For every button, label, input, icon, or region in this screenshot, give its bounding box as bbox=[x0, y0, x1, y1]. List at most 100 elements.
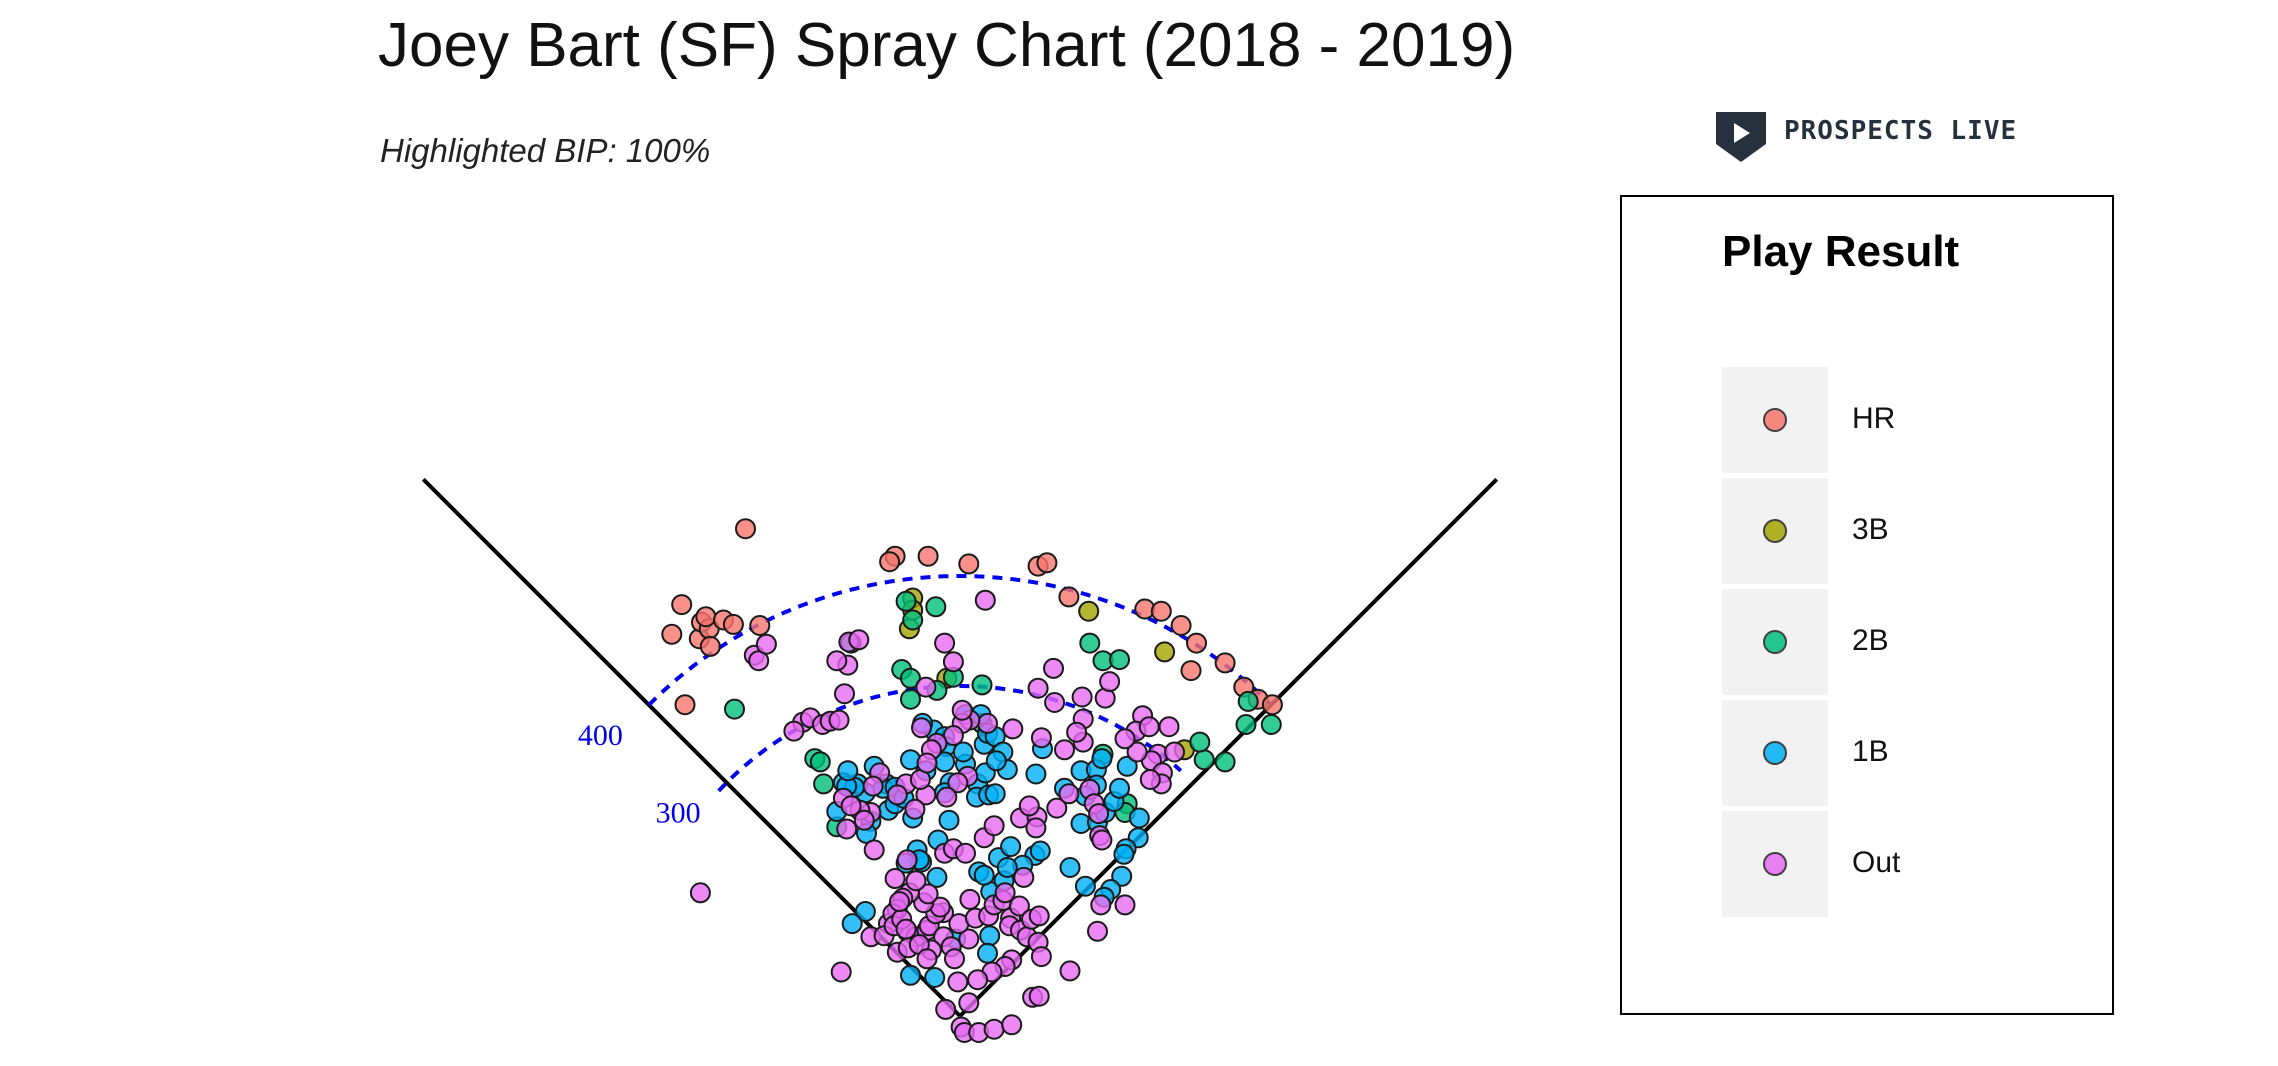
point-2b bbox=[1260, 714, 1282, 735]
point-out bbox=[977, 712, 998, 734]
point-out bbox=[916, 752, 938, 774]
point-1b bbox=[1029, 840, 1051, 862]
point-out bbox=[889, 891, 910, 913]
point-1b bbox=[979, 925, 1001, 947]
point-out bbox=[955, 842, 976, 864]
legend-swatch-out bbox=[1763, 852, 1787, 876]
point-out bbox=[689, 882, 711, 904]
legend-key-out bbox=[1722, 811, 1828, 917]
point-2b bbox=[813, 773, 835, 795]
point-out bbox=[830, 961, 852, 983]
point-1b bbox=[985, 750, 1007, 772]
point-1b bbox=[1074, 875, 1096, 897]
point-out bbox=[983, 1018, 1005, 1040]
point-1b bbox=[837, 760, 859, 782]
point-out bbox=[1043, 657, 1064, 679]
point-hr bbox=[917, 545, 939, 567]
point-1b bbox=[1091, 748, 1113, 770]
point-2b bbox=[1079, 632, 1101, 654]
point-out bbox=[1090, 894, 1112, 916]
point-out bbox=[1030, 946, 1052, 968]
point-out bbox=[1046, 797, 1068, 819]
point-1b bbox=[900, 964, 921, 986]
point-out bbox=[904, 798, 926, 820]
distance-label-400: 400 bbox=[578, 719, 623, 752]
point-2b bbox=[1214, 751, 1236, 773]
point-out bbox=[1091, 829, 1113, 851]
point-3b bbox=[1154, 641, 1176, 663]
legend-label-out: Out bbox=[1852, 846, 1901, 879]
point-out bbox=[1008, 895, 1030, 917]
legend-key-2b bbox=[1722, 589, 1828, 695]
point-out bbox=[1044, 692, 1066, 713]
point-out bbox=[1027, 677, 1049, 699]
legend: Play Result HR 3B 2B 1B Out bbox=[1620, 195, 2114, 1015]
legend-label-2b: 2B bbox=[1852, 624, 1889, 657]
point-out bbox=[1013, 866, 1035, 888]
point-out bbox=[853, 809, 875, 831]
point-1b bbox=[1111, 865, 1133, 887]
spray-chart: 300 400 bbox=[421, 477, 1499, 1043]
distance-label-300: 300 bbox=[656, 797, 701, 830]
point-out bbox=[905, 870, 927, 892]
point-2b bbox=[1109, 649, 1130, 671]
point-out bbox=[967, 969, 989, 991]
point-out bbox=[896, 849, 918, 871]
point-hr bbox=[1261, 694, 1283, 716]
point-out bbox=[1099, 671, 1121, 693]
point-out bbox=[1030, 727, 1052, 749]
point-out bbox=[1139, 769, 1161, 790]
legend-swatch-3b bbox=[1763, 519, 1787, 543]
point-out bbox=[1028, 985, 1050, 1007]
point-1b bbox=[952, 741, 974, 763]
point-out bbox=[1054, 739, 1075, 761]
point-out bbox=[947, 971, 969, 993]
right-foul-line bbox=[958, 477, 1499, 1018]
point-hr bbox=[1186, 632, 1207, 654]
point-2b bbox=[809, 751, 831, 773]
point-hr bbox=[749, 615, 771, 636]
point-out bbox=[1002, 718, 1024, 740]
point-out bbox=[1071, 686, 1093, 708]
point-2b bbox=[900, 688, 921, 710]
point-hr bbox=[1058, 586, 1080, 608]
point-2b bbox=[925, 596, 947, 618]
point-1b bbox=[938, 809, 960, 831]
point-hr bbox=[674, 694, 696, 716]
legend-swatch-2b bbox=[1763, 630, 1787, 654]
point-hr bbox=[1170, 615, 1192, 636]
point-2b bbox=[902, 609, 924, 631]
point-1b bbox=[1000, 836, 1022, 858]
point-hr bbox=[722, 613, 744, 635]
point-hr bbox=[879, 551, 901, 573]
point-out bbox=[1066, 721, 1088, 743]
point-out bbox=[1126, 741, 1148, 763]
point-out bbox=[947, 772, 969, 794]
point-out bbox=[911, 717, 932, 739]
prospects-live-logo: PROSPECTS LIVE bbox=[1712, 110, 2016, 170]
point-1b bbox=[1128, 807, 1150, 829]
point-2b bbox=[1235, 714, 1257, 735]
point-out bbox=[863, 839, 885, 861]
point-1b bbox=[996, 857, 1018, 878]
point-3b bbox=[1078, 600, 1100, 622]
point-1b bbox=[1025, 763, 1047, 785]
distance-arc-400 bbox=[647, 573, 1273, 707]
point-out bbox=[934, 632, 956, 654]
point-hr bbox=[1214, 652, 1236, 674]
point-out bbox=[935, 998, 957, 1020]
point-hr bbox=[1180, 660, 1202, 682]
point-1b bbox=[854, 901, 876, 922]
point-out bbox=[994, 882, 1016, 904]
point-out bbox=[783, 720, 805, 742]
point-1b bbox=[1109, 777, 1130, 799]
legend-label-1b: 1B bbox=[1852, 735, 1889, 768]
point-out bbox=[1001, 1014, 1023, 1036]
point-out bbox=[755, 633, 777, 655]
point-out bbox=[936, 786, 958, 808]
point-out bbox=[834, 683, 855, 705]
chart-title: Joey Bart (SF) Spray Chart (2018 - 2019) bbox=[378, 11, 1516, 80]
legend-key-hr bbox=[1722, 367, 1828, 473]
point-hr bbox=[671, 594, 693, 616]
point-1b bbox=[841, 913, 863, 935]
